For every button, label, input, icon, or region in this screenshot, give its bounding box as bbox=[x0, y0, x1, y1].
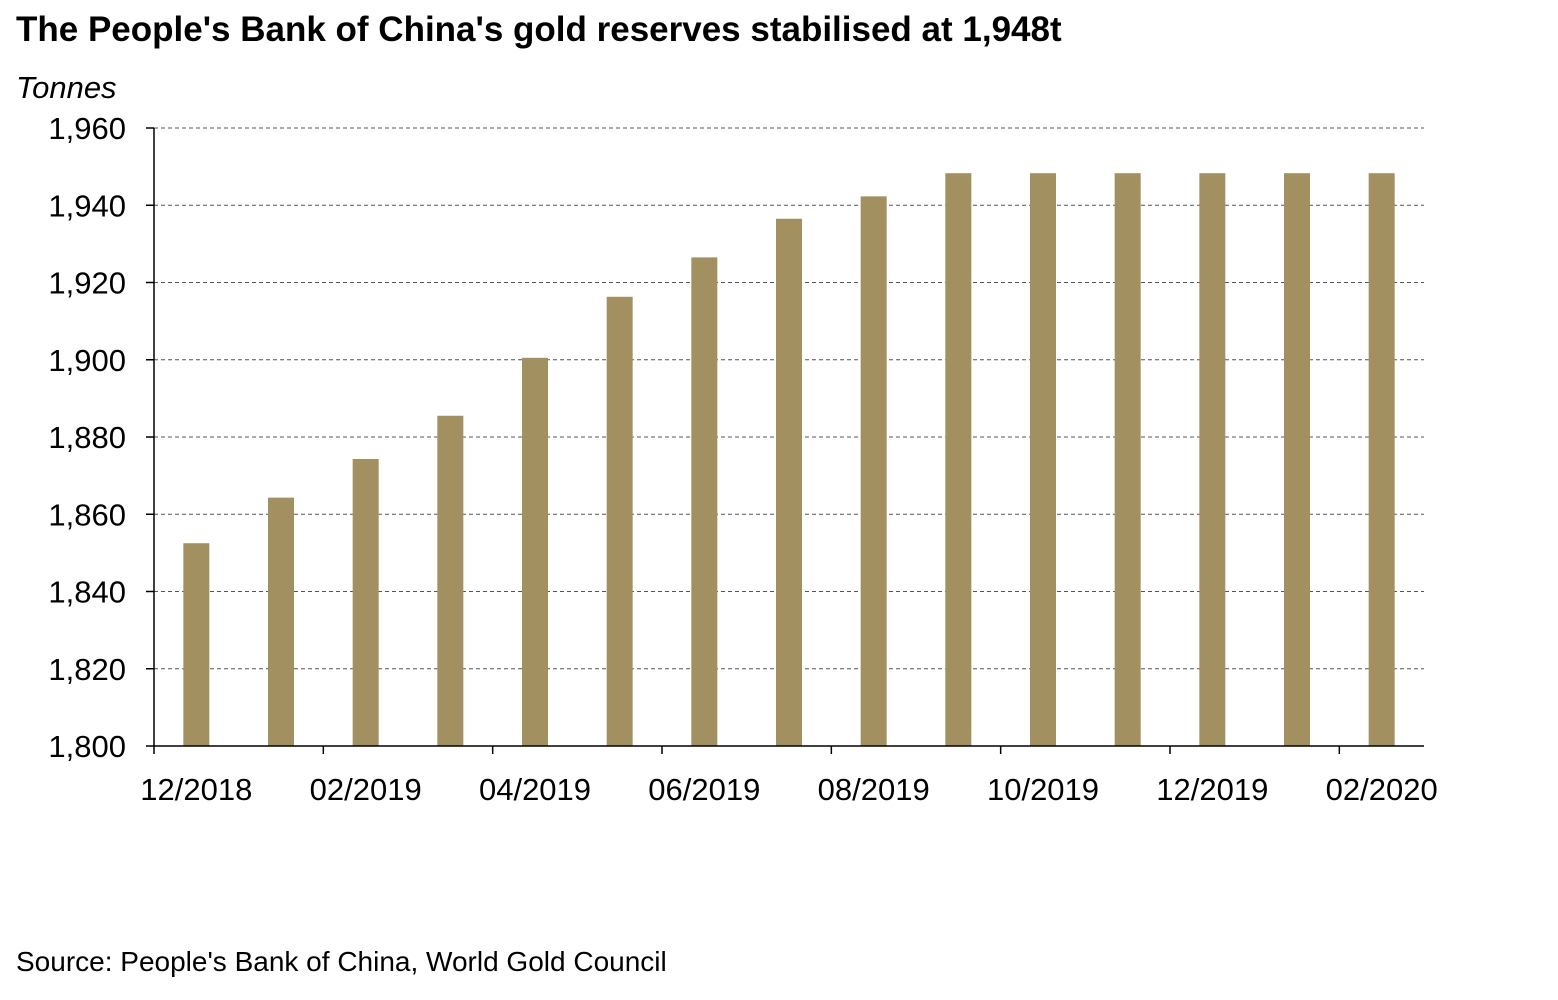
source-note: Source: People's Bank of China, World Go… bbox=[16, 946, 667, 977]
bar-04-2019 bbox=[522, 357, 548, 746]
bar-02-2019 bbox=[352, 459, 379, 746]
y-tick-label-1960: 1,960 bbox=[48, 111, 126, 146]
y-tick-label-1800: 1,800 bbox=[48, 729, 126, 764]
chart-title: The People's Bank of China's gold reserv… bbox=[16, 10, 1062, 49]
y-tick-label-1920: 1,920 bbox=[48, 266, 126, 301]
bar-12-2018 bbox=[183, 543, 210, 746]
bar-05-2019 bbox=[606, 296, 633, 746]
axes bbox=[146, 127, 1424, 754]
x-tick-label-06-2019: 06/2019 bbox=[648, 772, 760, 807]
bars bbox=[183, 173, 1395, 747]
y-tick-labels: 1,800 1,820 1,840 1,860 1,880 1,900 1,920 1,940… bbox=[48, 111, 126, 764]
x-tick-label-12-2019: 12/2019 bbox=[1156, 772, 1268, 807]
x-tick-label-02-2020: 02/2020 bbox=[1326, 772, 1438, 807]
x-tick-label-08-2019: 08/2019 bbox=[818, 772, 930, 807]
x-tick-label-12-2018: 12/2018 bbox=[140, 772, 252, 807]
y-tick-label-1820: 1,820 bbox=[48, 652, 126, 687]
bar-08-2019 bbox=[860, 196, 887, 746]
bar-03-2019 bbox=[437, 415, 464, 746]
y-tick-label-1840: 1,840 bbox=[48, 575, 126, 610]
x-tick-label-04-2019: 04/2019 bbox=[479, 772, 591, 807]
y-tick-label-1900: 1,900 bbox=[48, 343, 126, 378]
bar-02-2020 bbox=[1368, 173, 1395, 746]
bar-09-2019 bbox=[945, 173, 972, 746]
x-tick-labels: 12/2018 02/2019 04/2019 06/2019 08/2019 10/20… bbox=[140, 772, 1437, 807]
bar-11-2019 bbox=[1114, 173, 1141, 746]
y-tick-label-1880: 1,880 bbox=[48, 420, 126, 455]
bar-01-2020 bbox=[1284, 173, 1310, 746]
x-tick-label-10-2019: 10/2019 bbox=[987, 772, 1099, 807]
bar-01-2019 bbox=[268, 497, 294, 746]
bar-06-2019 bbox=[691, 257, 718, 746]
x-tick-label-02-2019: 02/2019 bbox=[310, 772, 422, 807]
bar-12-2019 bbox=[1199, 173, 1226, 746]
bar-07-2019 bbox=[776, 218, 802, 747]
bar-10-2019 bbox=[1030, 173, 1056, 746]
y-tick-label-1940: 1,940 bbox=[48, 188, 126, 223]
y-axis-unit-label: Tonnes bbox=[16, 70, 117, 105]
y-tick-label-1860: 1,860 bbox=[48, 497, 126, 532]
